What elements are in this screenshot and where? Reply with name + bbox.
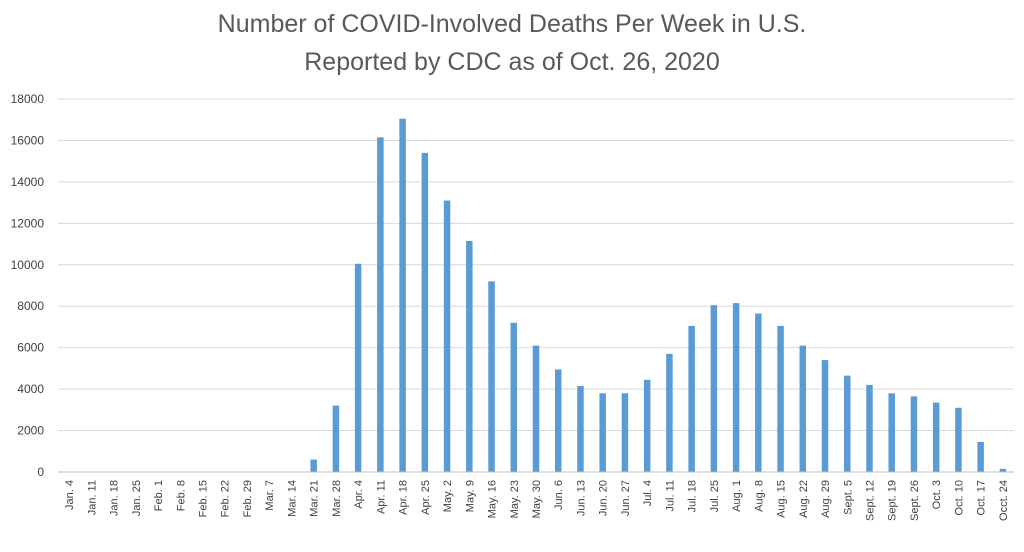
x-tick-label: Jun. 6 [553,480,565,510]
y-tick-label: 0 [37,465,44,479]
bar [955,407,962,472]
x-tick-label: Feb. 29 [242,480,254,517]
y-tick-label: 16000 [11,133,45,147]
bar [888,393,895,472]
y-tick-label: 18000 [11,92,45,106]
bar [488,281,495,472]
x-tick-label: Aug. 1 [731,480,743,512]
bar [532,345,540,472]
bar [799,345,807,472]
y-tick-label: 2000 [17,424,44,438]
bar [999,468,1007,472]
x-tick-label: Feb. 1 [153,480,165,511]
x-tick-label: Jan. 25 [131,480,143,516]
x-tick-label: Jan. 18 [109,480,121,516]
bar [310,459,317,472]
x-tick-label: Jan. 11 [86,480,98,515]
x-tick-label: Sept. 19 [887,480,899,521]
x-tick-label: Sept. 12 [864,480,876,521]
bar [688,325,695,472]
x-tick-label: Mar. 21 [309,480,321,517]
x-tick-label: Apr. 25 [420,480,432,515]
y-axis-tick-labels: 0 2000 4000 6000 8000 10000 12000 14000 16000 180… [11,92,45,479]
x-tick-label: Oct. 10 [953,480,965,515]
x-tick-label: Jun. 20 [598,480,610,516]
bar [844,375,851,472]
bars [310,118,1007,473]
x-tick-label: Oct. 17 [976,480,988,515]
x-tick-label: May. 30 [531,480,543,518]
bar [510,322,518,472]
bar [755,313,762,472]
x-tick-label: Sept. 5 [842,480,854,515]
x-tick-label: Jun. 27 [620,480,632,516]
x-tick-label: Jun. 13 [575,480,587,516]
bar [910,396,918,472]
bar [666,353,673,472]
x-tick-label: Mar. 28 [331,480,343,517]
bar [354,263,362,472]
x-tick-label: Jul. 25 [709,480,721,512]
chart-subtitle: Reported by CDC as of Oct. 26, 2020 [304,48,720,76]
x-tick-label: Aug. 8 [753,480,765,512]
bar [643,379,651,472]
y-tick-label: 8000 [17,299,44,313]
gridlines [58,98,1014,432]
x-tick-label: Occt. 24 [998,480,1010,521]
x-tick-label: Feb. 22 [220,480,232,517]
bar [866,384,873,472]
x-tick-label: May. 9 [464,480,476,512]
bar [577,386,584,472]
bar [732,303,740,472]
x-tick-label: Oct. 3 [931,480,943,509]
bar [332,405,340,472]
bar [599,393,606,472]
y-tick-label: 12000 [11,216,45,230]
x-tick-label: Apr. 4 [353,480,365,509]
chart-title: Number of COVID-Involved Deaths Per Week… [218,10,807,38]
bar [777,325,784,472]
x-tick-label: Aug. 22 [798,480,810,518]
x-tick-label: Jul. 11 [664,480,676,512]
x-tick-label: Sept. 26 [909,480,921,521]
x-tick-label: Aug. 15 [776,480,788,518]
bar [443,200,451,473]
x-tick-label: Feb. 15 [198,480,210,517]
x-tick-label: Jan. 4 [64,480,76,510]
bar [554,369,562,472]
x-tick-label: May. 16 [487,480,499,518]
x-tick-label: Feb. 8 [175,480,187,511]
x-tick-label: Apr. 18 [398,480,410,515]
bar [977,441,984,472]
bar [466,240,473,472]
bar [710,305,718,472]
y-tick-label: 4000 [17,382,44,396]
x-tick-label: Mar. 7 [264,480,276,511]
x-axis-tick-labels: Jan. 4 Jan. 11 Jan. 18 Jan. 25 Feb. 1 Feb. 8 F… [64,480,1010,521]
bar [399,118,406,473]
y-tick-label: 14000 [11,175,45,189]
x-tick-label: May. 23 [509,480,521,518]
x-tick-label: Jul. 4 [642,480,654,506]
x-tick-label: May. 2 [442,480,454,512]
bar [621,393,629,472]
y-tick-label: 6000 [17,341,44,355]
y-tick-label: 10000 [11,258,45,272]
x-tick-label: Apr. 11 [375,480,387,514]
bar [821,360,829,472]
x-tick-label: Mar. 14 [286,480,298,517]
bar [421,152,429,472]
x-tick-label: Jul. 18 [687,480,699,512]
bar [932,402,940,472]
x-tick-label: Aug. 29 [820,480,832,518]
bar [377,137,384,472]
